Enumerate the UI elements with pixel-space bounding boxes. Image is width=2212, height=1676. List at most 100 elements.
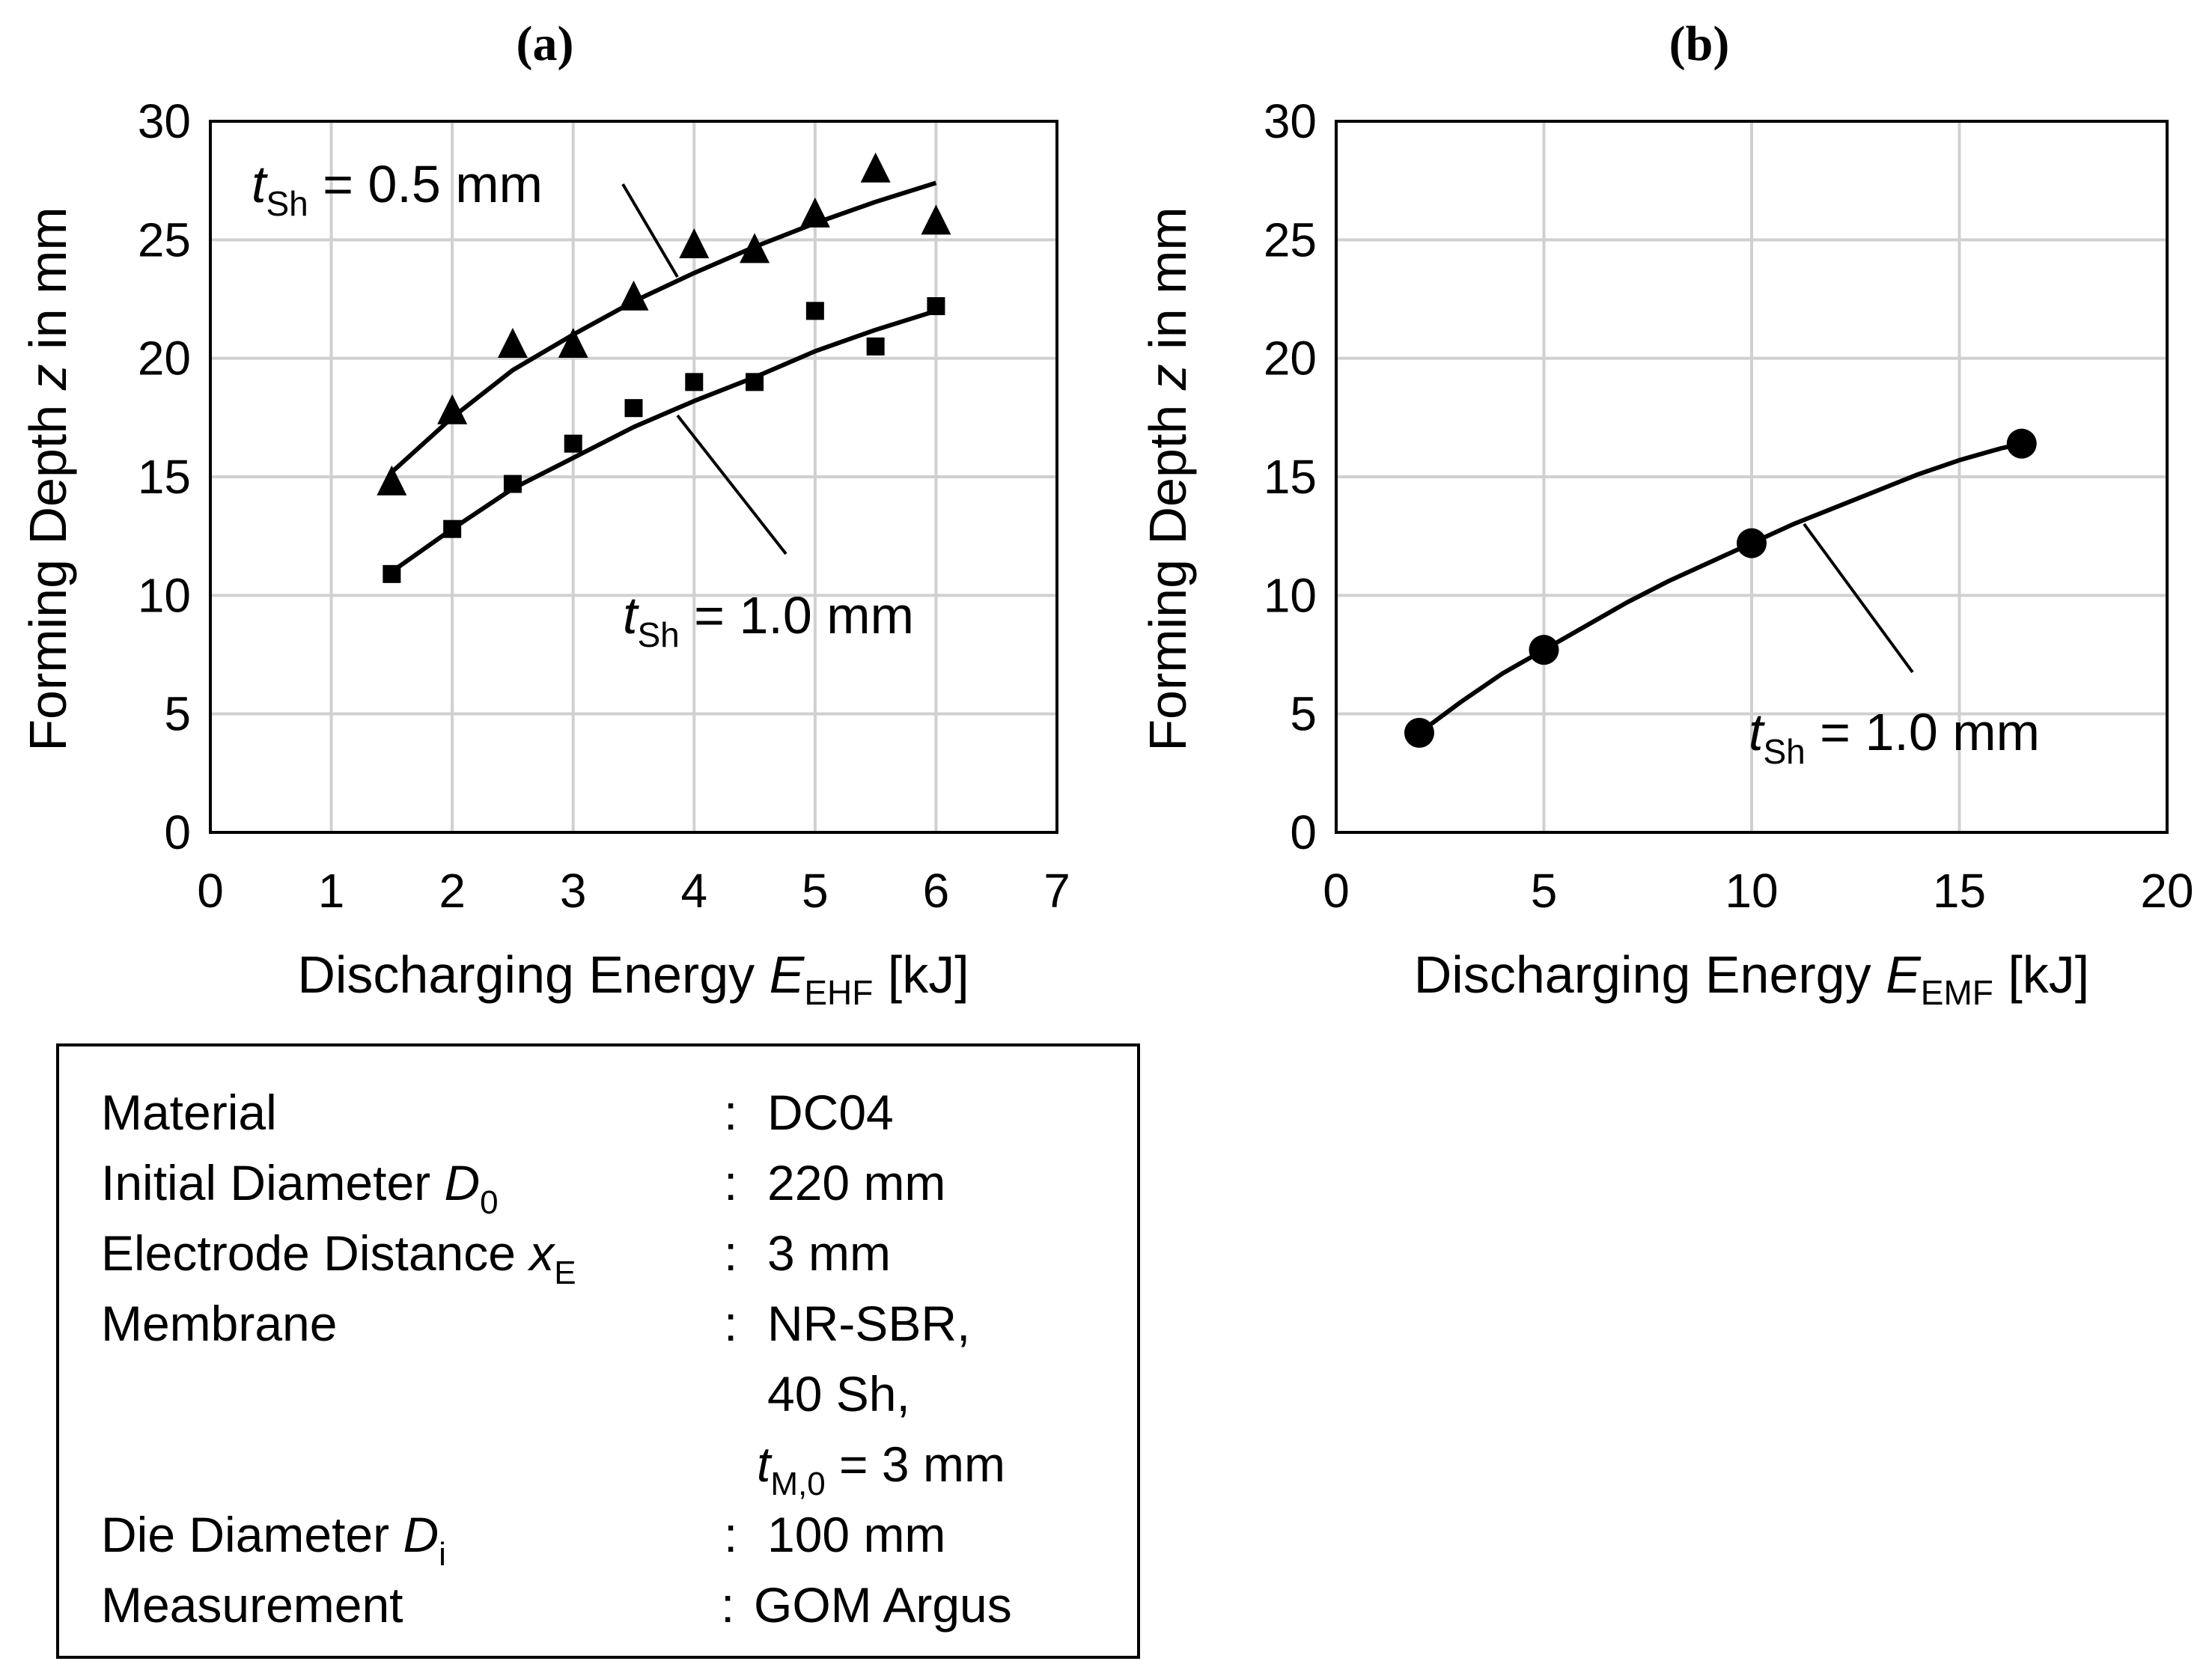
y-tick-label: 15 — [138, 450, 191, 504]
panel-b-label: (b) — [1669, 16, 1730, 71]
table-row-material: Material : DC04 — [59, 1084, 1137, 1154]
table-row-membrane-hardness: 40 Sh, — [59, 1365, 1137, 1436]
y-tick-label: 30 — [1264, 94, 1317, 148]
annotation-text: = 0.5 mm — [308, 155, 543, 213]
square-marker — [805, 302, 824, 320]
param-label: Initial Diameter D0 — [101, 1154, 499, 1221]
x-title-subscript: EMF — [1921, 973, 1993, 1012]
triangle-marker — [799, 197, 830, 228]
triangle-marker — [921, 204, 951, 235]
chart-panel-b: (b) 0 5 10 15 20 25 30 0 5 10 15 20 tSh = 1.0 mm D… — [1139, 16, 2194, 1012]
x-tick-label: 2 — [439, 864, 466, 918]
x-tick-label: 5 — [802, 864, 829, 918]
panel-a-y-ticks: 0 5 10 15 20 25 30 — [138, 94, 191, 859]
square-marker — [866, 337, 885, 356]
y-tick-label: 5 — [1290, 687, 1317, 741]
y-tick-label: 25 — [138, 213, 191, 266]
square-marker — [503, 475, 522, 493]
panel-a-data-points — [377, 152, 951, 583]
annotation-text: = 1.0 mm — [1806, 703, 2040, 761]
panel-a-plot-frame — [209, 120, 1058, 834]
annotation-subscript: Sh — [637, 615, 679, 654]
x-tick-label: 6 — [923, 864, 950, 918]
panel-a-x-axis-title: Discharging Energy EEHF [kJ] — [297, 945, 969, 1012]
x-tick-label: 3 — [560, 864, 587, 918]
param-value: 40 Sh, — [767, 1366, 910, 1421]
circle-marker — [1529, 635, 1559, 665]
square-marker — [383, 564, 401, 583]
panel-a-leader-0.5mm — [621, 183, 679, 278]
square-marker — [927, 297, 945, 315]
param-value-text: = 3 mm — [825, 1436, 1005, 1492]
fit-line-series-1 — [390, 308, 937, 574]
y-tick-label: 10 — [1264, 568, 1317, 622]
param-label-symbol: D — [403, 1507, 439, 1562]
param-label: Measurement — [101, 1577, 403, 1633]
param-label-symbol: D — [444, 1155, 481, 1210]
x-tick-label: 1 — [318, 864, 345, 918]
table-row-membrane-thickness: tM,0 = 3 mm — [59, 1436, 1137, 1506]
panel-b-y-ticks: 0 5 10 15 20 25 30 — [1264, 94, 1317, 859]
triangle-marker — [618, 280, 649, 311]
param-label-text: Electrode Distance — [101, 1225, 530, 1281]
panel-b-fit-lines — [1418, 441, 2023, 735]
table-row-measurement: Measurement : GOM Argus — [59, 1576, 1137, 1647]
panel-b-y-axis-title: Forming Depth z in mm — [1139, 207, 1197, 751]
y-title-suffix: in mm — [19, 207, 77, 364]
y-title-prefix: Forming Depth — [19, 390, 77, 751]
circle-marker — [1737, 528, 1767, 558]
panel-b-annotation-1.0mm: tSh = 1.0 mm — [1749, 703, 2040, 771]
panel-a-annotation-0.5mm: tSh = 0.5 mm — [252, 155, 543, 223]
triangle-marker — [377, 465, 407, 496]
panel-a-x-ticks: 0 1 2 3 4 5 6 7 — [197, 864, 1070, 918]
x-title-symbol: E — [770, 945, 805, 1004]
param-label-subscript: i — [439, 1536, 446, 1573]
panel-b-grid — [1336, 121, 2167, 832]
circle-marker — [2006, 428, 2037, 459]
param-value: NR-SBR, — [767, 1296, 971, 1351]
triangle-marker — [740, 233, 770, 263]
x-title-subscript: EHF — [804, 973, 873, 1012]
y-title-prefix: Forming Depth — [1139, 390, 1197, 751]
annotation-subscript: Sh — [1763, 732, 1805, 771]
square-marker — [746, 373, 764, 391]
param-value: 100 mm — [767, 1507, 946, 1562]
x-tick-label: 0 — [1323, 864, 1350, 918]
param-label: Electrode Distance xE — [101, 1225, 576, 1291]
panel-b-x-ticks: 0 5 10 15 20 — [1323, 864, 2193, 918]
panel-b-leader-1.0mm — [1803, 522, 1914, 674]
fit-line-series-0 — [1418, 441, 2023, 735]
param-colon: : — [724, 1225, 738, 1281]
annotation-symbol: t — [1749, 703, 1765, 761]
circle-marker — [1404, 718, 1434, 748]
triangle-marker — [437, 394, 468, 424]
triangle-marker — [497, 328, 528, 359]
x-title-symbol: E — [1886, 945, 1922, 1004]
annotation-text: = 1.0 mm — [680, 586, 914, 645]
y-tick-label: 10 — [138, 568, 191, 622]
param-colon: : — [724, 1507, 738, 1562]
panel-b-x-axis-title: Discharging Energy EEMF [kJ] — [1414, 945, 2089, 1012]
square-marker — [624, 399, 643, 418]
square-marker — [685, 373, 704, 391]
param-colon: : — [724, 1296, 738, 1351]
panel-a-fit-lines — [390, 180, 937, 574]
x-tick-label: 7 — [1043, 864, 1070, 918]
y-tick-label: 25 — [1264, 213, 1317, 266]
param-value: tM,0 = 3 mm — [757, 1436, 1005, 1502]
annotation-subscript: Sh — [266, 184, 308, 223]
x-tick-label: 15 — [1933, 864, 1986, 918]
param-value-symbol: t — [757, 1436, 771, 1492]
param-label: Membrane — [101, 1296, 338, 1351]
panel-a-y-axis-title: Forming Depth z in mm — [19, 207, 77, 751]
y-title-suffix: in mm — [1139, 207, 1197, 364]
y-tick-label: 20 — [1264, 332, 1317, 386]
x-tick-label: 5 — [1531, 864, 1558, 918]
param-value-subscript: M,0 — [770, 1466, 826, 1502]
y-tick-label: 30 — [138, 94, 191, 148]
x-tick-label: 4 — [680, 864, 707, 918]
table-row-die-diameter: Die Diameter Di : 100 mm — [59, 1506, 1137, 1576]
y-tick-label: 20 — [138, 332, 191, 386]
